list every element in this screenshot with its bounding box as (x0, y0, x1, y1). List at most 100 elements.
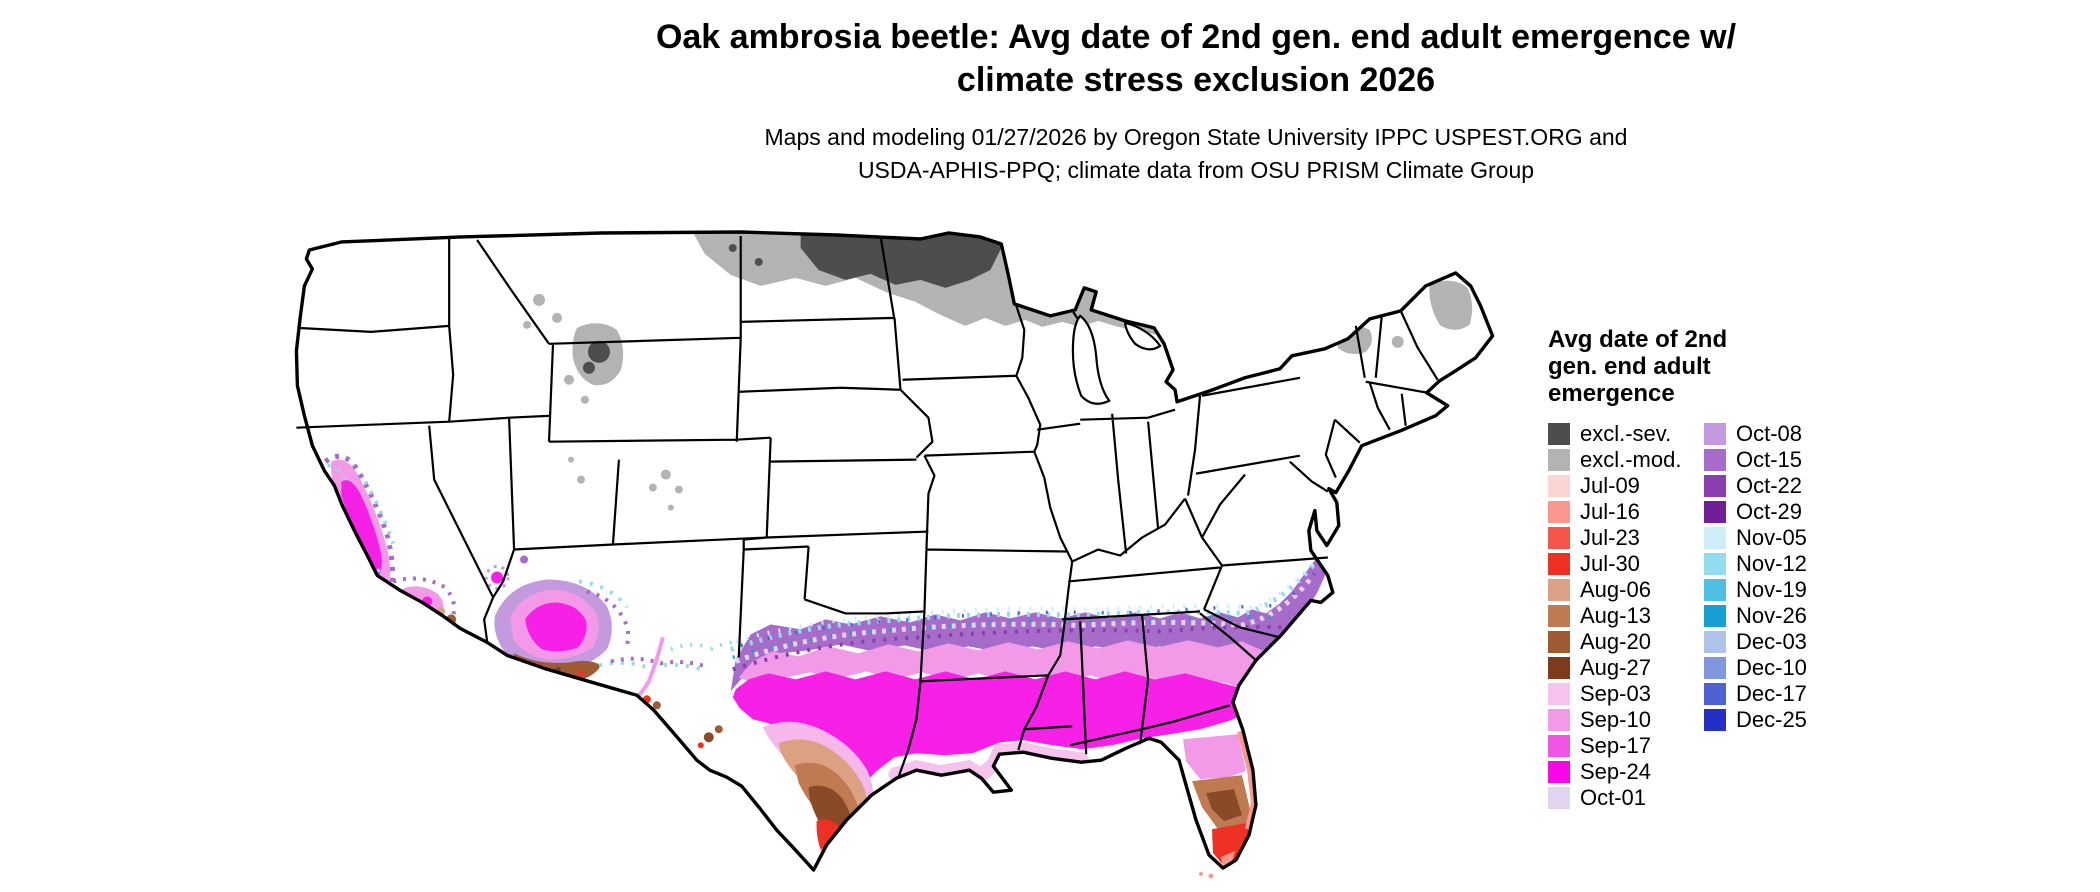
map-subtitle-line2: USDA-APHIS-PPQ; climate data from OSU PR… (857, 157, 1535, 184)
legend-swatch (1704, 475, 1726, 498)
legend-swatch (1704, 683, 1726, 706)
legend-label: excl.-mod. (1580, 447, 1682, 473)
legend-swatch (1548, 527, 1570, 550)
legend-swatch (1704, 709, 1726, 732)
legend-item: Aug-06 (1548, 577, 1696, 603)
legend-item: Oct-22 (1704, 473, 1852, 499)
us-map (294, 230, 1495, 879)
legend-label: Jul-30 (1580, 551, 1640, 577)
legend-swatch (1548, 449, 1570, 472)
legend-item: Aug-13 (1548, 603, 1696, 629)
legend-label: Oct-22 (1736, 473, 1803, 499)
legend-swatch (1704, 657, 1726, 680)
legend-swatch (1704, 631, 1726, 654)
legend-swatch (1548, 683, 1570, 706)
legend-item: Aug-27 (1548, 655, 1696, 681)
legend-item: Nov-19 (1704, 577, 1852, 603)
legend-label: Oct-15 (1736, 447, 1803, 473)
legend-item: Dec-10 (1704, 655, 1852, 681)
legend-swatch (1548, 423, 1570, 446)
legend-column-2: Oct-08 Oct-15 Oct-22 Oct-29 Nov-05 Nov-12 Nov-… (1704, 421, 1852, 733)
map-title: Oak ambrosia beetle: Avg date of 2nd gen… (146, 16, 2100, 101)
legend-item: Sep-24 (1548, 759, 1696, 785)
legend-columns: excl.-sev. excl.-mod. Jul-09 Jul-16 Jul-23 Ju… (1548, 421, 1878, 811)
map-subtitle-line1: Maps and modeling 01/27/2026 by Oregon S… (764, 124, 1628, 150)
legend-label: Aug-13 (1580, 603, 1651, 629)
legend-item: Dec-03 (1704, 629, 1852, 655)
legend-item: Jul-09 (1548, 473, 1696, 499)
state-borders (296, 235, 1439, 778)
legend-label: Jul-16 (1580, 499, 1640, 525)
legend-column-1: excl.-sev. excl.-mod. Jul-09 Jul-16 Jul-23 Ju… (1548, 421, 1696, 811)
legend-title-line1: Avg date of 2nd (1548, 326, 1728, 353)
legend-swatch (1704, 423, 1726, 446)
lake-michigan (1071, 314, 1162, 405)
legend-label: Nov-19 (1736, 577, 1807, 603)
legend-label: Dec-10 (1736, 655, 1807, 681)
us-outline (294, 230, 1495, 872)
legend-label: Dec-25 (1736, 707, 1807, 733)
legend-label: Dec-17 (1736, 681, 1807, 707)
legend-title: Avg date of 2nd gen. end adult emergence (1548, 326, 1878, 407)
legend-swatch (1548, 605, 1570, 628)
legend-title-line2: gen. end adult (1548, 353, 1711, 381)
map-subtitle: Maps and modeling 01/27/2026 by Oregon S… (146, 121, 2100, 188)
legend-swatch (1548, 787, 1570, 810)
florida-keys (1199, 872, 1214, 879)
legend-label: Aug-06 (1580, 577, 1651, 603)
legend-label: Jul-09 (1580, 473, 1640, 499)
legend-label: Sep-17 (1580, 733, 1651, 759)
legend-item: Nov-26 (1704, 603, 1852, 629)
legend-label: Nov-12 (1736, 551, 1807, 577)
legend-label: Sep-10 (1580, 707, 1651, 733)
legend-item: Oct-01 (1548, 785, 1696, 811)
legend-swatch (1548, 475, 1570, 498)
map-title-line1: Oak ambrosia beetle: Avg date of 2nd gen… (655, 18, 1737, 56)
legend-label: Jul-23 (1580, 525, 1640, 551)
legend-item: excl.-sev. (1548, 421, 1696, 447)
legend-swatch (1704, 501, 1726, 524)
legend-item: Sep-17 (1548, 733, 1696, 759)
legend-swatch (1548, 579, 1570, 602)
legend-label: Sep-03 (1580, 681, 1651, 707)
legend-item: Jul-23 (1548, 525, 1696, 551)
legend: Avg date of 2nd gen. end adult emergence… (1548, 326, 1878, 811)
legend-swatch (1704, 449, 1726, 472)
legend-label: Dec-03 (1736, 629, 1807, 655)
header: Oak ambrosia beetle: Avg date of 2nd gen… (146, 16, 2100, 188)
legend-swatch (1548, 657, 1570, 680)
legend-item: Oct-08 (1704, 421, 1852, 447)
legend-swatch (1548, 761, 1570, 784)
legend-item: Aug-20 (1548, 629, 1696, 655)
legend-item: Jul-16 (1548, 499, 1696, 525)
legend-swatch (1704, 605, 1726, 628)
legend-swatch (1548, 735, 1570, 758)
legend-swatch (1704, 527, 1726, 550)
legend-label: Oct-08 (1736, 421, 1803, 447)
us-map-container (281, 230, 1500, 884)
legend-swatch (1548, 631, 1570, 654)
legend-item: Nov-05 (1704, 525, 1852, 551)
legend-item: Oct-15 (1704, 447, 1852, 473)
legend-label: Aug-27 (1580, 655, 1651, 681)
legend-item: Sep-10 (1548, 707, 1696, 733)
legend-swatch (1704, 579, 1726, 602)
map-title-line2: climate stress exclusion 2026 (956, 60, 1436, 99)
legend-label: Oct-29 (1736, 499, 1803, 525)
legend-item: Jul-30 (1548, 551, 1696, 577)
legend-label: Aug-20 (1580, 629, 1651, 655)
legend-item: Dec-17 (1704, 681, 1852, 707)
legend-swatch (1704, 553, 1726, 576)
legend-item: Dec-25 (1704, 707, 1852, 733)
legend-swatch (1548, 501, 1570, 524)
legend-swatch (1548, 553, 1570, 576)
legend-item: Nov-12 (1704, 551, 1852, 577)
legend-label: Sep-24 (1580, 759, 1651, 785)
legend-swatch (1548, 709, 1570, 732)
legend-label: Nov-26 (1736, 603, 1807, 629)
legend-item: Oct-29 (1704, 499, 1852, 525)
legend-item: Sep-03 (1548, 681, 1696, 707)
legend-label: Nov-05 (1736, 525, 1807, 551)
legend-title-line3: emergence (1548, 380, 1675, 408)
